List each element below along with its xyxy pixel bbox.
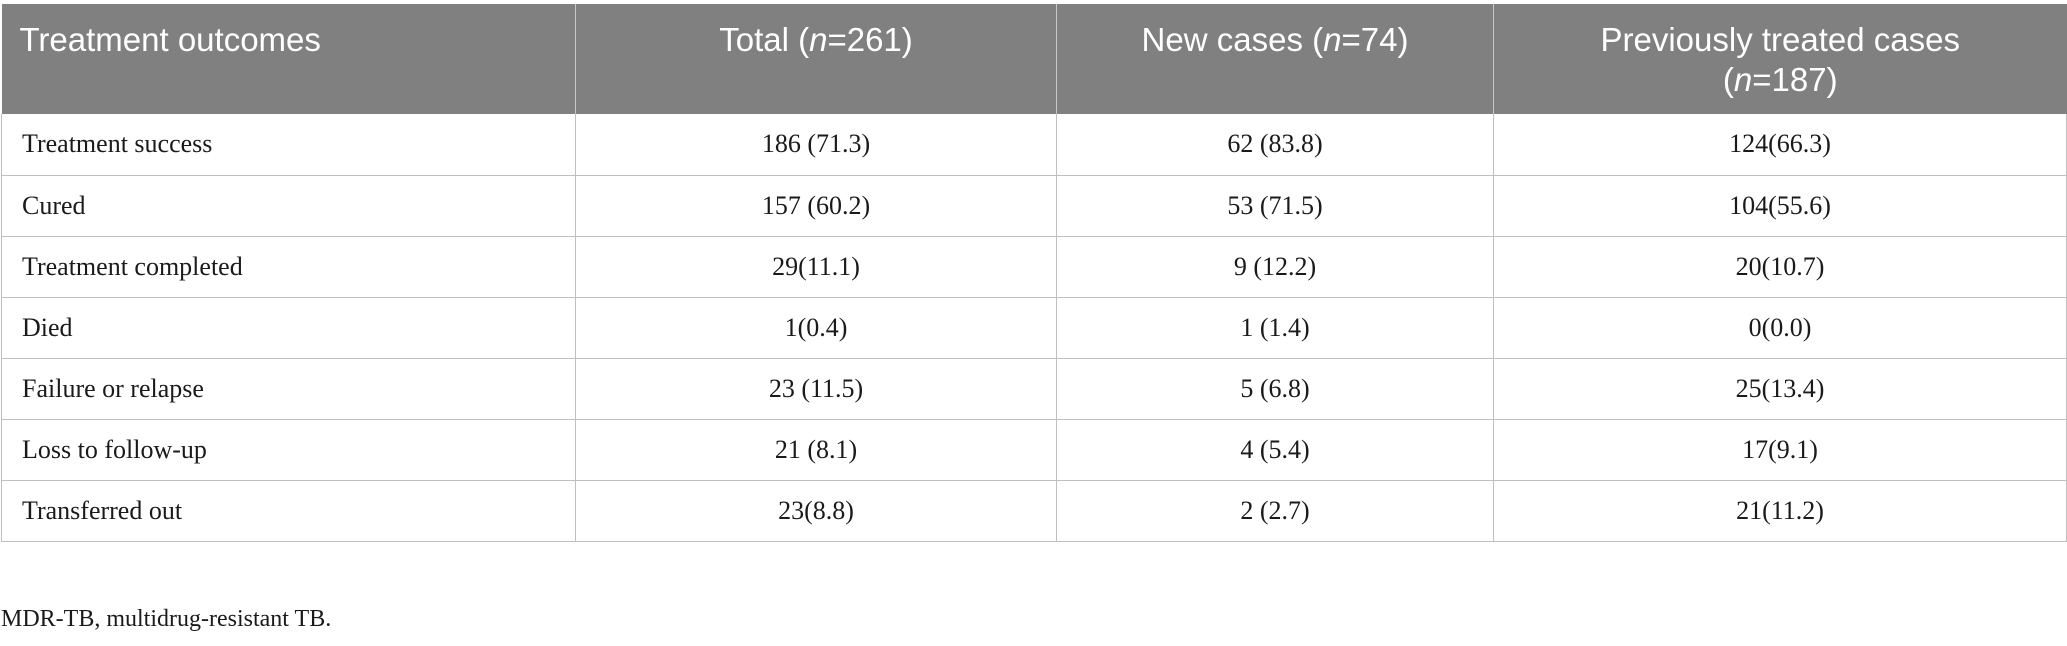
- cell-total: 186 (71.3): [575, 114, 1057, 176]
- table-row: Died 1(0.4) 1 (1.4) 0(0.0): [1, 297, 2067, 359]
- table-row: Transferred out 23(8.8) 2 (2.7) 21(11.2): [1, 480, 2067, 542]
- header-prev-n: n: [1733, 61, 1753, 98]
- cell-previously-treated: 17(9.1): [1493, 419, 2067, 481]
- cell-total: 21 (8.1): [575, 419, 1057, 481]
- table-row: Failure or relapse 23 (11.5) 5 (6.8) 25(…: [1, 358, 2067, 420]
- row-label: Loss to follow-up: [1, 419, 576, 481]
- row-label: Treatment success: [1, 114, 576, 176]
- table-header: Treatment outcomes Total (n=261) New cas…: [1, 4, 2067, 114]
- row-label: Failure or relapse: [1, 358, 576, 420]
- cell-new-cases: 1 (1.4): [1056, 297, 1494, 359]
- cell-previously-treated: 21(11.2): [1493, 480, 2067, 542]
- header-prev-line1: Previously treated cases: [1600, 21, 1960, 58]
- header-total-n: n: [809, 21, 828, 58]
- row-label: Treatment completed: [1, 236, 576, 298]
- table-body: Treatment success 186 (71.3) 62 (83.8) 1…: [1, 114, 2067, 542]
- table-row: Treatment success 186 (71.3) 62 (83.8) 1…: [1, 114, 2067, 176]
- row-label: Cured: [1, 175, 576, 237]
- row-label: Transferred out: [1, 480, 576, 542]
- cell-total: 23(8.8): [575, 480, 1057, 542]
- cell-new-cases: 2 (2.7): [1056, 480, 1494, 542]
- header-total-prefix: Total (: [719, 21, 810, 58]
- header-prev-suffix: =187): [1752, 61, 1838, 98]
- table-row: Loss to follow-up 21 (8.1) 4 (5.4) 17(9.…: [1, 419, 2067, 481]
- header-total: Total (n=261): [575, 4, 1057, 114]
- cell-new-cases: 4 (5.4): [1056, 419, 1494, 481]
- cell-new-cases: 9 (12.2): [1056, 236, 1494, 298]
- header-treatment-outcomes: Treatment outcomes: [1, 4, 576, 114]
- table-row: Cured 157 (60.2) 53 (71.5) 104(55.6): [1, 175, 2067, 237]
- header-new-prefix: New cases (: [1141, 21, 1324, 58]
- cell-total: 1(0.4): [575, 297, 1057, 359]
- cell-previously-treated: 124(66.3): [1493, 114, 2067, 176]
- header-new-suffix: =74): [1341, 21, 1409, 58]
- cell-total: 23 (11.5): [575, 358, 1057, 420]
- cell-new-cases: 53 (71.5): [1056, 175, 1494, 237]
- table-row: Treatment completed 29(11.1) 9 (12.2) 20…: [1, 236, 2067, 298]
- cell-previously-treated: 0(0.0): [1493, 297, 2067, 359]
- outcomes-table-container: Treatment outcomes Total (n=261) New cas…: [1, 4, 2067, 542]
- header-prev-prefix: (: [1722, 61, 1734, 98]
- cell-total: 157 (60.2): [575, 175, 1057, 237]
- cell-new-cases: 5 (6.8): [1056, 358, 1494, 420]
- header-new-cases: New cases (n=74): [1056, 4, 1494, 114]
- cell-previously-treated: 104(55.6): [1493, 175, 2067, 237]
- cell-new-cases: 62 (83.8): [1056, 114, 1494, 176]
- header-previously-treated: Previously treated cases (n=187): [1493, 4, 2067, 114]
- header-total-suffix: =261): [827, 21, 913, 58]
- row-label: Died: [1, 297, 576, 359]
- header-new-n: n: [1323, 21, 1342, 58]
- cell-total: 29(11.1): [575, 236, 1057, 298]
- cell-previously-treated: 20(10.7): [1493, 236, 2067, 298]
- table-footnote: MDR-TB, multidrug-resistant TB.: [1, 606, 332, 632]
- treatment-outcomes-table: Treatment outcomes Total (n=261) New cas…: [1, 4, 2067, 542]
- cell-previously-treated: 25(13.4): [1493, 358, 2067, 420]
- header-row: Treatment outcomes Total (n=261) New cas…: [1, 4, 2067, 114]
